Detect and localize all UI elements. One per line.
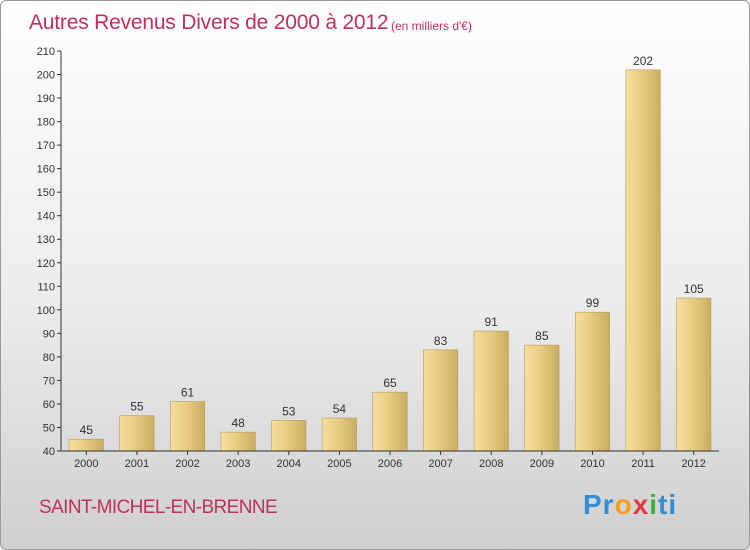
bar-value-label: 53 [282,404,296,418]
y-tick-label: 120 [37,258,55,270]
bar-value-label: 61 [181,386,195,400]
x-tick-label: 2002 [175,458,199,470]
bar-value-label: 85 [535,329,549,343]
x-tick-label: 2000 [74,458,98,470]
bar[interactable] [574,311,610,452]
y-tick-label: 60 [43,399,55,411]
bar-value-label: 55 [130,400,144,414]
bar[interactable] [423,349,459,452]
x-tick-label: 2007 [428,458,452,470]
logo-part: i [649,489,659,520]
bar[interactable] [473,330,509,452]
y-tick-label: 200 [37,70,55,82]
x-tick-label: 2008 [479,458,503,470]
bar[interactable] [119,415,155,452]
x-tick-label: 2005 [327,458,351,470]
y-tick-label: 40 [43,446,55,458]
x-tick-label: 2010 [580,458,604,470]
logo-part: x [632,489,650,520]
y-tick-label: 180 [37,117,55,129]
y-tick-label: 190 [37,93,55,105]
y-tick-label: 100 [37,305,55,317]
y-tick-label: 110 [37,281,55,293]
y-tick-label: 210 [37,46,55,58]
x-tick-label: 2012 [681,458,705,470]
y-tick-label: 80 [43,352,55,364]
y-tick-label: 170 [37,140,55,152]
y-tick-label: 160 [37,164,55,176]
bar[interactable] [625,69,661,452]
bar-value-label: 105 [684,282,704,296]
bar[interactable] [524,344,560,452]
x-tick-label: 2004 [277,458,301,470]
logo-part: o [614,489,633,520]
x-tick-label: 2009 [530,458,554,470]
y-tick-label: 150 [37,187,55,199]
bar[interactable] [271,420,307,452]
chart-title: Autres Revenus Divers de 2000 à 2012 [29,11,389,34]
bar-value-label: 202 [633,54,653,68]
bar-value-label: 99 [586,296,600,310]
bar-value-label: 45 [80,423,94,437]
y-tick-label: 140 [37,211,55,223]
bar-value-label: 65 [383,376,397,390]
logo-part: ti [658,489,678,520]
x-tick-label: 2006 [378,458,402,470]
bar-value-label: 48 [231,416,245,430]
y-tick-label: 70 [43,375,55,387]
bar[interactable] [220,431,256,452]
proxiti-logo[interactable]: Proxiti [583,489,677,521]
x-tick-label: 2011 [631,458,655,470]
town-name: SAINT-MICHEL-EN-BRENNE [39,497,278,518]
bar-value-label: 91 [485,315,499,329]
bar[interactable] [372,391,408,452]
x-tick-label: 2003 [226,458,250,470]
bar[interactable] [676,297,712,452]
bar[interactable] [321,417,357,452]
y-tick-label: 50 [43,422,55,434]
y-tick-label: 90 [43,328,55,340]
x-tick-label: 2001 [125,458,149,470]
bar-value-label: 54 [333,402,347,416]
logo-part: Pr [583,489,615,520]
unit-note: (en milliers d'€) [391,19,472,33]
bar[interactable] [170,401,206,452]
y-tick-label: 130 [37,234,55,246]
bar-value-label: 83 [434,334,448,348]
bar[interactable] [68,438,104,452]
